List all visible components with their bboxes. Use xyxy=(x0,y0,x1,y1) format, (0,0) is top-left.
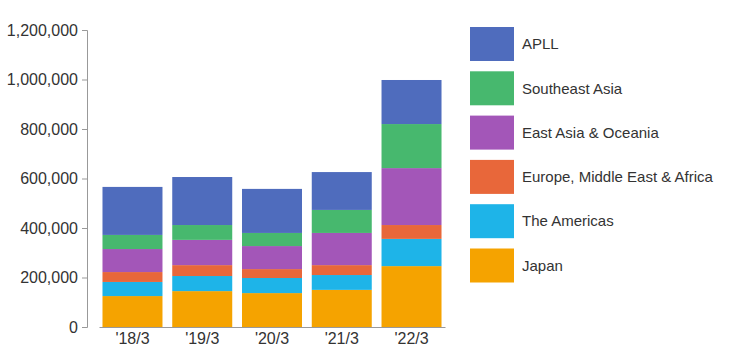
x-tick: '19/3 xyxy=(185,330,219,347)
bar-segment xyxy=(172,265,232,276)
bar-segment xyxy=(312,210,372,233)
bar-segment xyxy=(102,296,162,327)
y-tick: 800,000 xyxy=(20,121,87,138)
bar-segment xyxy=(242,246,302,269)
y-tick-mark xyxy=(82,129,87,130)
legend-item: Europe, Middle East & Africa xyxy=(470,160,714,194)
y-tick: 400,000 xyxy=(20,220,87,237)
legend-swatch xyxy=(470,71,514,105)
bar-segment xyxy=(172,276,232,291)
bar-segment xyxy=(102,282,162,296)
legend-label: Europe, Middle East & Africa xyxy=(522,168,714,185)
bar-segment xyxy=(312,172,372,210)
legend-label: East Asia & Oceania xyxy=(522,124,659,141)
legend-label: The Americas xyxy=(522,212,614,229)
bar-segment xyxy=(102,235,162,249)
legend-item: APLL xyxy=(470,27,559,61)
legend-swatch xyxy=(470,27,514,61)
y-tick-label: 1,200,000 xyxy=(7,22,78,39)
y-tick-label: 1,000,000 xyxy=(7,71,78,88)
series xyxy=(102,124,441,249)
series xyxy=(102,80,441,235)
y-tick: 600,000 xyxy=(20,170,87,187)
bar-segment xyxy=(242,278,302,293)
y-tick-mark xyxy=(82,30,87,31)
bar-segment xyxy=(382,266,442,327)
y-tick-mark xyxy=(82,228,87,229)
series xyxy=(102,168,441,272)
legend-swatch xyxy=(470,116,514,150)
y-tick-mark xyxy=(82,80,87,81)
x-tick-label: '18/3 xyxy=(115,330,149,347)
bar-segment xyxy=(172,225,232,240)
bar-segment xyxy=(172,177,232,225)
y-tick-label: 800,000 xyxy=(20,121,78,138)
bar-segment xyxy=(382,168,442,225)
legend: APLL Southeast Asia East Asia & Oceania Eur… xyxy=(470,27,714,283)
bar-segment xyxy=(312,275,372,290)
legend-label: Southeast Asia xyxy=(522,80,623,97)
series xyxy=(102,266,441,327)
bar-segment xyxy=(382,225,442,239)
bar-segment xyxy=(172,240,232,265)
legend-swatch xyxy=(470,160,514,194)
legend-item: Southeast Asia xyxy=(470,71,623,105)
legend-item: East Asia & Oceania xyxy=(470,116,659,150)
x-tick: '20/3 xyxy=(255,330,289,347)
x-tick-label: '20/3 xyxy=(255,330,289,347)
y-tick-mark xyxy=(82,278,87,279)
legend-item: The Americas xyxy=(470,204,614,238)
legend-swatch xyxy=(470,204,514,238)
x-tick: '21/3 xyxy=(325,330,359,347)
bar-segment xyxy=(312,265,372,275)
x-tick-label: '22/3 xyxy=(394,330,428,347)
y-tick: 200,000 xyxy=(20,269,87,286)
y-tick: 1,200,000 xyxy=(7,22,87,39)
bar-segment xyxy=(382,239,442,266)
bar-segment xyxy=(312,290,372,327)
bar-segment xyxy=(242,269,302,278)
bar-segment xyxy=(312,233,372,265)
y-axis: 0 200,000 400,000 600,000 800,000 1,000,000 1,… xyxy=(7,22,88,336)
y-tick: 1,000,000 xyxy=(7,71,87,88)
legend-swatch xyxy=(470,249,514,283)
bar-segment xyxy=(172,291,232,327)
x-tick: '22/3 xyxy=(394,330,428,347)
legend-label: Japan xyxy=(522,257,563,274)
bar-segment xyxy=(102,272,162,282)
bar-segment xyxy=(102,249,162,272)
y-tick-label: 600,000 xyxy=(20,170,78,187)
x-axis: '18/3 '19/3 '20/3 '21/3 '22/3 xyxy=(100,328,446,348)
x-tick-label: '21/3 xyxy=(325,330,359,347)
chart: 0 200,000 400,000 600,000 800,000 1,000,000 1,… xyxy=(0,0,750,360)
x-tick: '18/3 xyxy=(115,330,149,347)
y-tick-label: 400,000 xyxy=(20,220,78,237)
x-axis-line xyxy=(100,327,446,328)
y-tick-label: 200,000 xyxy=(20,269,78,286)
x-tick-label: '19/3 xyxy=(185,330,219,347)
bar-segment xyxy=(382,124,442,168)
bar-segment xyxy=(102,187,162,235)
y-tick-label: 0 xyxy=(69,319,78,336)
bar-segment xyxy=(242,189,302,233)
y-tick: 0 xyxy=(69,319,87,336)
bar-segment xyxy=(382,80,442,124)
bar-segment xyxy=(242,293,302,327)
bar-segment xyxy=(242,233,302,246)
y-tick-mark xyxy=(82,179,87,180)
plot-area: 0 200,000 400,000 600,000 800,000 1,000,000 1,… xyxy=(7,22,446,348)
bars xyxy=(102,80,441,327)
legend-label: APLL xyxy=(522,35,559,52)
y-axis-line xyxy=(82,31,88,328)
legend-item: Japan xyxy=(470,249,563,283)
y-tick-mark xyxy=(82,327,87,328)
